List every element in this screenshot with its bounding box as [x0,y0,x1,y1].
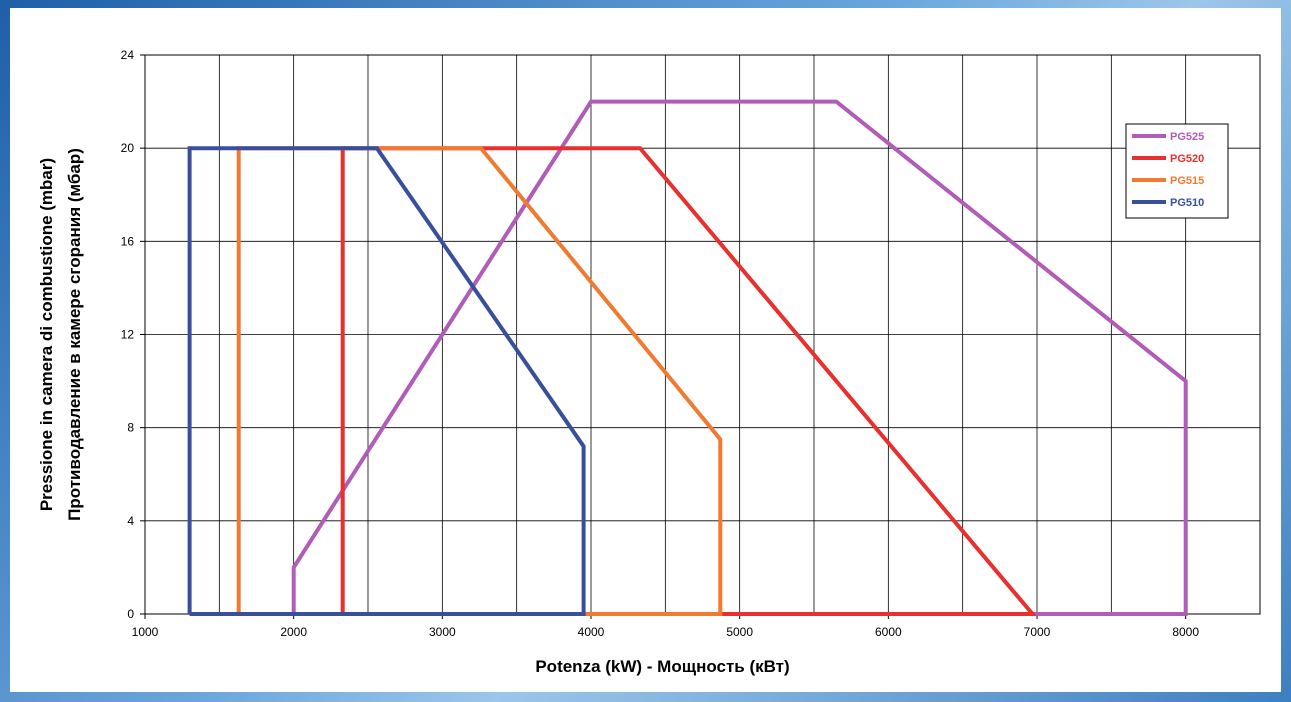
y-tick-label: 12 [121,328,135,342]
y-tick-label: 8 [127,421,134,435]
x-tick-label: 3000 [429,625,456,639]
y-axis-title-italian: Pressione in camera di combustione (mbar… [37,158,56,511]
series-line-pg510 [187,146,586,616]
x-tick-label: 6000 [875,625,902,639]
legend-label-pg510: PG510 [1170,197,1204,209]
legend-label-pg515: PG515 [1170,175,1204,187]
x-tick-label: 1000 [132,625,159,639]
legend-label-pg525: PG525 [1170,131,1204,143]
series-group [187,99,1188,616]
y-tick-label: 16 [121,234,135,248]
y-axis-title-russian: Противодавление в камере сгорания (мбар) [65,148,84,521]
x-tick-label: 4000 [578,625,605,639]
y-tick-label: 20 [121,141,135,155]
legend-items: PG525 PG520 PG515 PG510 [1132,131,1204,209]
y-tick-label: 24 [121,48,135,62]
y-ticks: 0 4 8 12 16 20 24 [121,48,145,621]
series-line-pg515 [236,146,723,616]
x-tick-label: 7000 [1024,625,1051,639]
legend-label-pg520: PG520 [1170,153,1204,165]
series-line-pg520 [340,146,1037,616]
legend: PG525 PG520 PG515 PG510 [1125,123,1229,219]
y-tick-label: 4 [127,514,134,528]
series-line-pg525 [291,99,1188,616]
grid [145,55,1260,614]
x-ticks: 1000 2000 3000 4000 5000 6000 7000 8000 [132,614,1199,639]
x-tick-label: 5000 [726,625,753,639]
y-tick-label: 0 [127,607,134,621]
x-tick-label: 8000 [1172,625,1199,639]
x-tick-label: 2000 [280,625,307,639]
x-axis-title: Potenza (kW) - Мощность (кВт) [535,657,789,676]
